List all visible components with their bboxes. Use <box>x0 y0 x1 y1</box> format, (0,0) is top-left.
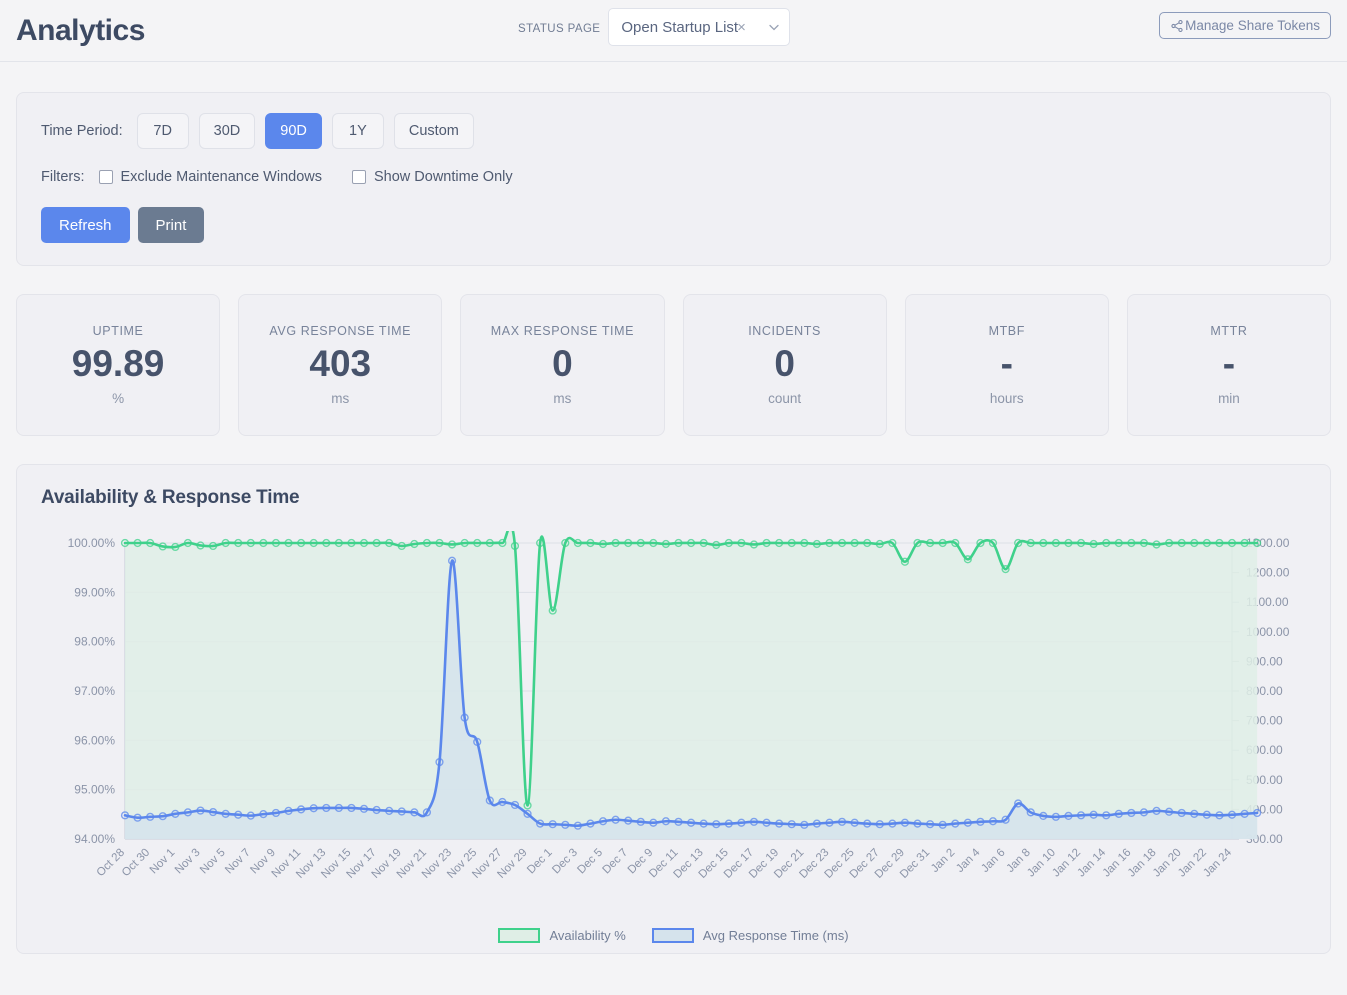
period-button-7d[interactable]: 7D <box>136 113 189 149</box>
filters-row: Filters: Exclude Maintenance Windows Sho… <box>41 169 1306 185</box>
svg-text:Dec 1: Dec 1 <box>525 847 555 877</box>
metric-value: 403 <box>309 343 372 385</box>
metric-value: 0 <box>774 343 795 385</box>
legend-swatch <box>651 928 694 943</box>
metric-label: MTTR <box>1210 324 1248 339</box>
legend-item-response-time[interactable]: Avg Response Time (ms) <box>651 928 849 943</box>
time-period-row: Time Period: 7D 30D 90D 1Y Custom <box>41 113 1306 149</box>
svg-text:Nov 3: Nov 3 <box>173 847 203 877</box>
svg-text:99.00%: 99.00% <box>74 585 115 599</box>
svg-text:94.00%: 94.00% <box>74 832 115 846</box>
chart-card: Availability & Response Time 94.00% 95.00… <box>16 464 1331 954</box>
period-button-90d[interactable]: 90D <box>265 113 322 149</box>
svg-text:Jan 4: Jan 4 <box>954 846 983 875</box>
checkbox-exclude-maintenance[interactable]: Exclude Maintenance Windows <box>98 169 323 185</box>
period-button-custom[interactable]: Custom <box>393 113 474 149</box>
status-page-selector-group: STATUS PAGE Open Startup List × <box>518 8 791 46</box>
refresh-button[interactable]: Refresh <box>41 207 130 243</box>
svg-text:Jan 6: Jan 6 <box>979 847 1007 875</box>
chart-title: Availability & Response Time <box>41 487 300 508</box>
svg-text:Nov 7: Nov 7 <box>223 847 253 877</box>
chevron-down-icon[interactable] <box>767 20 781 34</box>
checkbox-box[interactable] <box>98 170 113 184</box>
metric-unit: % <box>112 390 125 406</box>
status-page-select[interactable]: Open Startup List × <box>608 8 791 46</box>
metric-unit: ms <box>553 390 572 406</box>
svg-text:98.00%: 98.00% <box>74 635 115 649</box>
status-page-label: STATUS PAGE <box>518 23 601 35</box>
page-header: Analytics STATUS PAGE Open Startup List … <box>0 0 1347 62</box>
metric-cards: UPTIME 99.89 % AVG RESPONSE TIME 403 ms … <box>16 294 1332 436</box>
action-button-row: Refresh Print <box>41 207 1306 243</box>
period-button-1y[interactable]: 1Y <box>331 113 384 149</box>
checkbox-label: Exclude Maintenance Windows <box>120 169 323 185</box>
metric-card-uptime: UPTIME 99.89 % <box>16 294 221 436</box>
metric-unit: count <box>768 390 802 406</box>
svg-text:Nov 1: Nov 1 <box>148 847 178 877</box>
metric-card-avg-response-time: AVG RESPONSE TIME 403 ms <box>238 294 443 436</box>
metric-label: MTBF <box>988 324 1025 339</box>
metric-label: AVG RESPONSE TIME <box>269 324 412 339</box>
chart-legend: Availability % Avg Response Time (ms) <box>17 928 1330 943</box>
checkbox-show-downtime-only[interactable]: Show Downtime Only <box>352 169 513 185</box>
filters-label: Filters: <box>41 169 85 185</box>
chart-svg[interactable]: 94.00% 95.00% 96.00% 97.00% 98.00% 99.00% 100.… <box>41 531 1292 906</box>
svg-text:Oct 30: Oct 30 <box>120 847 152 879</box>
metric-card-incidents: INCIDENTS 0 count <box>682 294 887 436</box>
time-period-label: Time Period: <box>41 123 123 139</box>
svg-text:96.00%: 96.00% <box>74 733 115 747</box>
page-title: Analytics <box>16 13 145 47</box>
metric-card-mttr: MTTR - min <box>1126 294 1332 436</box>
legend-label: Availability % <box>549 928 626 943</box>
manage-share-tokens-label: Manage Share Tokens <box>1185 18 1320 33</box>
metric-unit: min <box>1218 390 1240 406</box>
checkbox-label: Show Downtime Only <box>374 169 513 185</box>
legend-swatch <box>498 928 541 943</box>
period-button-30d[interactable]: 30D <box>198 113 256 149</box>
metric-label: MAX RESPONSE TIME <box>490 324 635 339</box>
legend-label: Avg Response Time (ms) <box>702 928 849 943</box>
svg-text:100.00%: 100.00% <box>68 536 116 550</box>
metric-unit: hours <box>989 390 1024 406</box>
metric-value: - <box>1222 343 1236 385</box>
svg-text:Nov 5: Nov 5 <box>198 847 228 877</box>
x-icon[interactable]: × <box>737 18 746 36</box>
metric-unit: ms <box>331 390 350 406</box>
metric-card-max-response-time: MAX RESPONSE TIME 0 ms <box>460 294 665 436</box>
status-page-value: Open Startup List <box>621 18 739 36</box>
svg-text:Jan 2: Jan 2 <box>929 847 957 875</box>
chart-plot-area: 94.00% 95.00% 96.00% 97.00% 98.00% 99.00% 100.… <box>41 531 1306 906</box>
svg-text:Jan 24: Jan 24 <box>1201 846 1234 879</box>
metric-value: 0 <box>552 343 573 385</box>
svg-text:Dec 3: Dec 3 <box>550 847 580 877</box>
time-period-group: 7D 30D 90D 1Y Custom <box>136 113 474 149</box>
svg-text:95.00%: 95.00% <box>74 783 115 797</box>
metric-value: - <box>1000 343 1013 385</box>
legend-item-availability[interactable]: Availability % <box>498 928 626 943</box>
metric-label: INCIDENTS <box>748 324 821 339</box>
checkbox-box[interactable] <box>352 170 366 184</box>
filter-panel: Time Period: 7D 30D 90D 1Y Custom Filter… <box>16 92 1331 266</box>
print-button[interactable]: Print <box>137 207 205 243</box>
svg-text:Dec 7: Dec 7 <box>601 847 631 877</box>
svg-text:97.00%: 97.00% <box>74 684 115 698</box>
metric-label: UPTIME <box>92 324 144 339</box>
svg-text:Dec 5: Dec 5 <box>575 847 605 877</box>
share-icon <box>1170 19 1184 33</box>
metric-value: 99.89 <box>71 343 165 385</box>
metric-card-mtbf: MTBF - hours <box>904 294 1109 436</box>
manage-share-tokens-button[interactable]: Manage Share Tokens <box>1159 12 1331 39</box>
